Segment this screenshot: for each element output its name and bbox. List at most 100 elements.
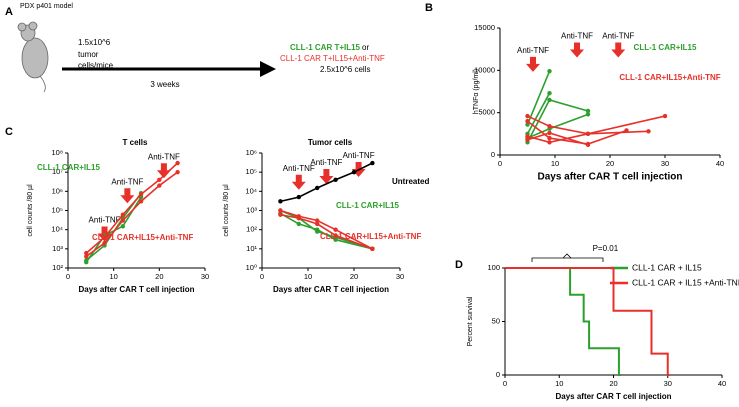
data-point (138, 199, 144, 204)
data-point (333, 177, 338, 182)
panel-letter: B (425, 2, 433, 14)
data-point (585, 142, 591, 148)
y-axis-label: Percent survival (467, 296, 474, 346)
data-point (333, 233, 338, 238)
data-point (278, 208, 283, 213)
data-point (547, 97, 552, 103)
data-point (102, 235, 107, 240)
y-tick-label: 10⁸ (51, 148, 63, 157)
x-tick-label: 20 (606, 159, 614, 168)
data-point (646, 129, 651, 134)
data-point (278, 212, 283, 217)
y-tick-label: 10³ (52, 244, 63, 253)
data-point (138, 192, 144, 197)
data-point (296, 194, 301, 200)
y-tick-label: 10³ (246, 205, 257, 214)
legend-label: CLL-1 CAR+IL15 (634, 43, 697, 52)
treatment-or: or (362, 43, 369, 52)
series-line (526, 70, 551, 125)
legend-label: CLL-1 CAR + IL15 +Anti-TNF (632, 277, 739, 287)
y-tick-label: 15000 (474, 23, 495, 32)
x-tick-label: 30 (201, 272, 209, 281)
y-axis-label: hTNFα (pg/ml) (473, 69, 480, 114)
y-tick-label: 0 (491, 150, 495, 159)
annotation: Anti-TNF (89, 216, 121, 225)
panel-letter: D (455, 259, 463, 271)
x-tick-label: 10 (555, 379, 563, 388)
legend-label: CLL-1 CAR+IL15+Anti-TNF (619, 73, 720, 82)
treatment-arrow (120, 188, 135, 204)
treatment-arrow (570, 42, 584, 58)
data-point (525, 113, 530, 119)
data-point (315, 227, 320, 232)
annotation: Anti-TNF (310, 158, 342, 167)
model-label: PDX p401 model (20, 3, 73, 10)
x-axis-label: Days after CAR T cell injection (273, 285, 389, 294)
p-bracket-tip (562, 253, 572, 259)
series-line (280, 162, 373, 203)
p-bracket (531, 257, 604, 262)
y-tick-label: 5000 (478, 108, 495, 117)
series-line (85, 196, 142, 263)
y-tick-label: 100 (487, 263, 500, 272)
dose-line: cells/mice (78, 61, 114, 70)
annotation: Anti-TNF (283, 164, 315, 173)
x-tick-label: 40 (716, 159, 724, 168)
x-tick-label: 20 (350, 272, 358, 281)
y-tick-label: 10² (246, 225, 257, 234)
y-tick-label: 10⁶ (246, 148, 257, 157)
legend-label: CLL-1 CAR+IL15 (37, 163, 100, 172)
x-tick-label: 0 (503, 379, 507, 388)
annotation: Anti-TNF (343, 151, 375, 160)
x-tick-label: 0 (66, 272, 70, 281)
x-tick-label: 0 (260, 272, 264, 281)
y-tick-label: 50 (492, 316, 500, 325)
dose-line: tumor (78, 50, 99, 59)
series-line (527, 115, 666, 135)
treatment-arrow (611, 42, 626, 58)
legend-label: CLL-1 CAR+IL15+Anti-TNF (320, 232, 421, 241)
x-tick-label: 10 (109, 272, 117, 281)
x-axis-label: Days after CAR T cell injection (537, 172, 682, 183)
data-point (525, 122, 530, 127)
data-point (296, 221, 301, 227)
data-point (120, 218, 126, 223)
timeline-arrow-head (260, 61, 276, 77)
series-line (505, 267, 621, 376)
data-point (102, 240, 107, 246)
x-tick-label: 0 (498, 159, 502, 168)
x-tick-label: 20 (609, 379, 617, 388)
data-point (351, 169, 357, 175)
data-point (370, 160, 375, 166)
series-line (85, 171, 179, 258)
data-point (84, 254, 89, 259)
data-point (315, 185, 320, 191)
data-point (120, 212, 126, 217)
cells-label: 2.5x10^6 cells (320, 65, 370, 74)
treatment-arrow (526, 56, 540, 72)
data-point (84, 260, 89, 265)
data-point (585, 131, 591, 137)
x-tick-label: 10 (551, 159, 559, 168)
data-point (175, 169, 180, 175)
data-point (370, 246, 375, 252)
legend-label: CLL-1 CAR + IL15 (632, 262, 702, 272)
data-point (157, 177, 162, 182)
x-axis-label: Days after CAR T cell injection (555, 392, 671, 401)
treatment-label: CLL-1 CAR T+IL15+Anti-TNF (280, 54, 385, 63)
data-point (547, 90, 552, 96)
data-point (315, 218, 320, 223)
chart-title: Tumor cells (308, 138, 353, 147)
data-point (547, 135, 552, 141)
y-tick-label: 10⁵ (246, 167, 257, 176)
data-point (525, 118, 530, 124)
annotation: Anti-TNF (561, 32, 593, 41)
x-tick-label: 10 (304, 272, 312, 281)
data-point (157, 183, 162, 188)
annotation: Anti-TNF (602, 32, 634, 41)
y-axis-label: cell counts /80 µl (27, 184, 34, 237)
y-tick-label: 10⁰ (246, 263, 257, 272)
panel-letter: C (5, 126, 13, 138)
data-point (120, 224, 126, 229)
